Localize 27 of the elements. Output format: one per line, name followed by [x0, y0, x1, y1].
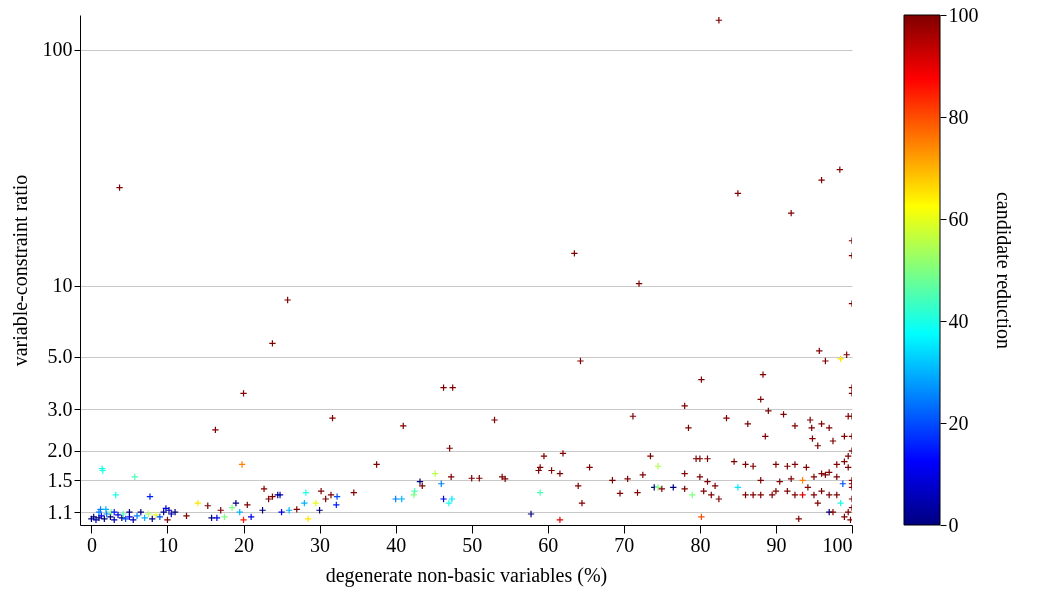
x-tick-label: 20: [234, 533, 255, 556]
x-tick-label: 0: [86, 533, 97, 556]
y-tick-label: 1.1: [47, 500, 73, 523]
color-bar-label: 0: [948, 513, 959, 536]
x-tick-label: 40: [386, 533, 407, 556]
y-tick-label: 10: [52, 274, 73, 297]
x-tick-label: 50: [462, 533, 483, 556]
x-tick-label: 70: [614, 533, 635, 556]
y-tick-label: 1.5: [47, 468, 73, 491]
x-tick-label: 60: [538, 533, 559, 556]
x-axis-title: degenerate non-basic variables (%): [325, 563, 608, 587]
color-bar-label: 100: [948, 3, 979, 26]
color-bar-label: 40: [948, 309, 969, 332]
color-bar-label: 20: [948, 411, 969, 434]
y-tick-label: 2.0: [47, 439, 73, 462]
x-tick-label: 30: [310, 533, 331, 556]
color-bar-label: 60: [948, 207, 969, 230]
y-tick-label: 5.0: [47, 345, 73, 368]
color-bar-title: candidate reduction: [992, 191, 1015, 350]
y-tick-label: 100: [42, 38, 73, 61]
color-bar-label: 80: [948, 105, 969, 128]
y-axis-title: variable-constraint ratio: [8, 174, 31, 367]
x-tick-label: 90: [766, 533, 787, 556]
x-tick-label: 80: [690, 533, 711, 556]
y-tick-label: 3.0: [47, 397, 73, 420]
x-tick-label: 100: [822, 533, 853, 556]
x-tick-label: 10: [157, 533, 178, 556]
